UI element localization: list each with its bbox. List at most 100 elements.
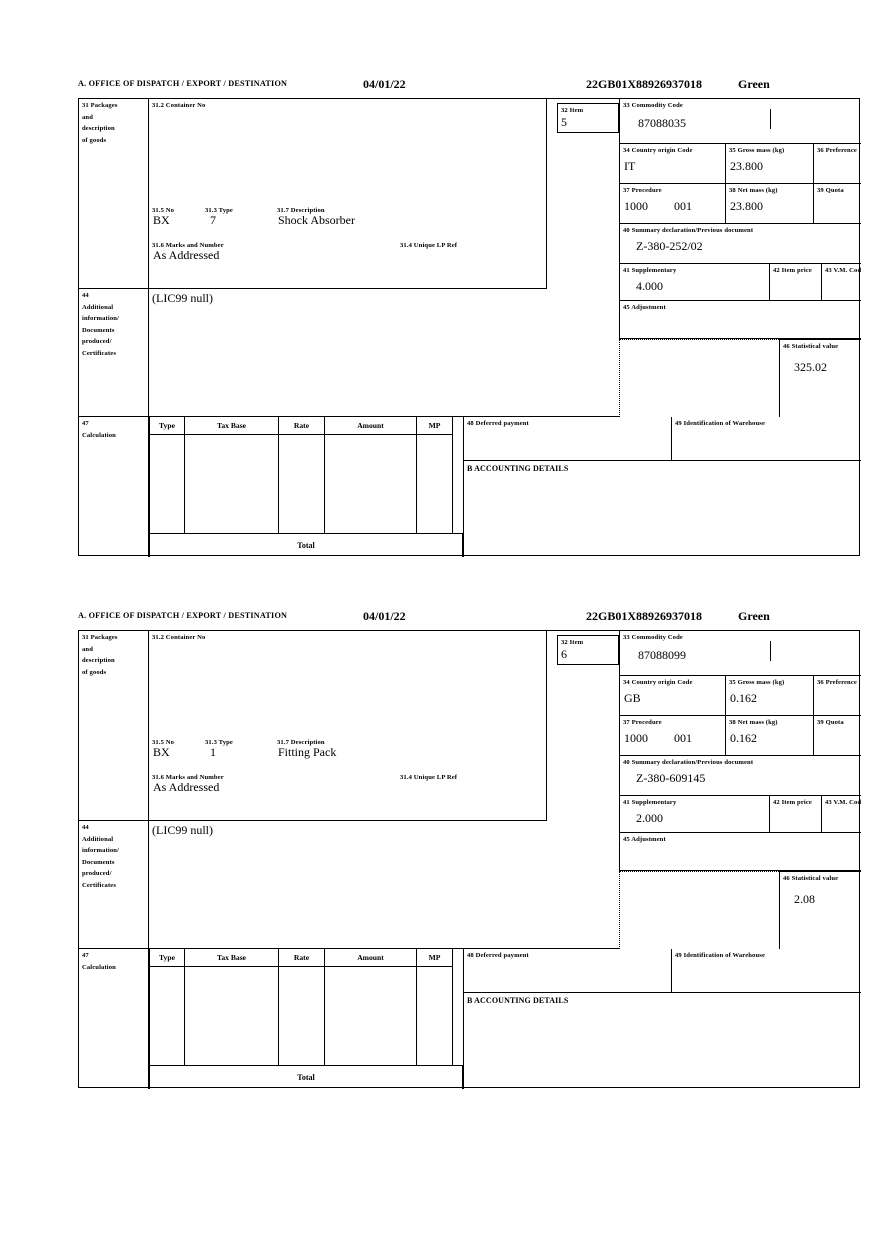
box-33-label: 33 Commodity Code [623, 634, 683, 641]
box-46-value[interactable]: 2.08 [794, 891, 815, 906]
box-44-label-l3: information/ [82, 315, 119, 323]
box-37-value[interactable]: 1000 001 [620, 728, 725, 746]
calc-cell-mp[interactable] [417, 967, 453, 1065]
box-47-label-l2: Calculation [82, 431, 116, 439]
box-34-country-origin-code: 34 Country origin Code GB [619, 676, 725, 716]
box-32-item: 32 Item 5 [557, 103, 619, 133]
calc-cell-rate[interactable] [279, 435, 325, 533]
office-of-dispatch-label: A. OFFICE OF DISPATCH / EXPORT / DESTINA… [78, 611, 288, 620]
box-31-label: 31 Packages and description of goods [79, 99, 149, 289]
box-44-label-l4: Documents [82, 858, 115, 866]
box-35-value[interactable]: 23.800 [730, 158, 763, 173]
box-37-procedure: 37 Procedure 1000 001 [619, 716, 725, 756]
box-48-label: 48 Deferred payment [467, 420, 529, 427]
box-43-vm-code: 43 V.M. Code [821, 796, 861, 833]
box-31-label-l4: of goods [82, 136, 107, 144]
box-34-value[interactable]: GB [624, 690, 641, 705]
box-42-item-price: 42 Item price [769, 796, 821, 833]
box-45-label: 45 Adjustment [623, 304, 666, 311]
calc-header-type: Type [149, 417, 185, 435]
box-32-item-value[interactable]: 6 [561, 646, 567, 661]
box-42-item-price: 42 Item price [769, 264, 821, 301]
box-35-value[interactable]: 0.162 [730, 690, 757, 705]
box-32-item: 32 Item 6 [557, 635, 619, 665]
box-31-7-description-value[interactable]: Shock Absorber [278, 213, 355, 227]
box-44-value[interactable]: (LIC99 null) [152, 291, 213, 305]
box-47-label-l1: 47 [82, 420, 89, 427]
box-31-5-no-value[interactable]: BX [153, 745, 170, 759]
box-31-goods-description: 31.2 Container No 31.5 No 31.3 Type 31.7… [149, 631, 547, 821]
box-31-3-type-label: 31.3 Type [205, 739, 233, 746]
box-31-7-description-label: 31.7 Description [277, 207, 325, 214]
declaration-form-item-5: A. OFFICE OF DISPATCH / EXPORT / DESTINA… [78, 77, 862, 557]
box-41-supplementary: 41 Supplementary 2.000 [619, 796, 769, 833]
box-39-quota: 39 Quota [813, 184, 861, 224]
box-34-country-origin-code: 34 Country origin Code IT [619, 144, 725, 184]
box-47-label: 47 Calculation [79, 417, 149, 557]
calc-header-rate: Rate [279, 949, 325, 967]
box-46-value[interactable]: 325.02 [794, 359, 827, 374]
box-36-preference: 36 Preference [813, 676, 861, 716]
calc-cell-rate[interactable] [279, 967, 325, 1065]
box-44-additional-information: (LIC99 null) [149, 821, 619, 949]
box-31-7-description-value[interactable]: Fitting Pack [278, 745, 337, 759]
box-45-adjustment: 45 Adjustment [619, 833, 861, 871]
box-31-6-marks-value[interactable]: As Addressed [153, 780, 220, 794]
box-31-6-marks-value[interactable]: As Addressed [153, 248, 220, 262]
box-34-value[interactable]: IT [624, 158, 636, 173]
calc-total-label: Total [149, 1065, 463, 1089]
calc-cell-type[interactable] [149, 435, 185, 533]
box-31-3-type-label: 31.3 Type [205, 207, 233, 214]
box-37-value-2: 001 [674, 198, 692, 213]
form-body: 31 Packages and description of goods 31.… [78, 630, 861, 1089]
box-b-accounting-details: B ACCOUNTING DETAILS [463, 993, 861, 1089]
office-of-dispatch-label: A. OFFICE OF DISPATCH / EXPORT / DESTINA… [78, 79, 288, 88]
box-40-value[interactable]: Z-380-609145 [636, 770, 706, 785]
box-31-label-l3: description [82, 657, 115, 665]
box-35-label: 35 Gross mass (kg) [729, 147, 785, 154]
box-45-label: 45 Adjustment [623, 836, 666, 843]
calc-cell-tax-base[interactable] [185, 435, 279, 533]
box-44-value[interactable]: (LIC99 null) [152, 823, 213, 837]
box-39-label: 39 Quota [817, 719, 844, 726]
calc-cell-amount[interactable] [325, 967, 417, 1065]
calc-header-mp: MP [417, 417, 453, 435]
box-31-3-type-value[interactable]: 7 [210, 213, 216, 227]
box-44-label-l3: information/ [82, 847, 119, 855]
calc-cell-type[interactable] [149, 967, 185, 1065]
box-31-3-type-value[interactable]: 1 [210, 745, 216, 759]
box-49-identification-of-warehouse: 49 Identification of Warehouse [671, 949, 861, 993]
box-38-value[interactable]: 0.162 [730, 730, 757, 745]
calc-cell-mp[interactable] [417, 435, 453, 533]
box-37-value[interactable]: 1000 001 [620, 196, 725, 214]
box-31-5-no-value[interactable]: BX [153, 213, 170, 227]
box-37-label: 37 Procedure [623, 187, 662, 194]
box-37-label: 37 Procedure [623, 719, 662, 726]
box-41-value[interactable]: 2.000 [636, 810, 663, 825]
calc-cell-amount[interactable] [325, 435, 417, 533]
box-44-label: 44 Additional information/ Documents pro… [79, 289, 149, 417]
box-49-identification-of-warehouse: 49 Identification of Warehouse [671, 417, 861, 461]
box-34-label: 34 Country origin Code [623, 147, 693, 154]
box-33-value[interactable]: 87088099 [638, 647, 686, 662]
box-31-6-marks-label: 31.6 Marks and Number [152, 774, 224, 781]
calc-cell-tax-base[interactable] [185, 967, 279, 1065]
box-31-5-no-label: 31.5 No [152, 207, 175, 214]
box-33-value[interactable]: 87088035 [638, 115, 686, 130]
box-44-label-l5: produced/ [82, 870, 112, 878]
calc-total-label: Total [149, 533, 463, 557]
movement-reference-number: 22GB01X88926937018 [586, 77, 703, 91]
box-32-item-value[interactable]: 5 [561, 114, 567, 129]
box-38-value[interactable]: 23.800 [730, 198, 763, 213]
routing-lane: Green [738, 609, 770, 623]
box-41-value[interactable]: 4.000 [636, 278, 663, 293]
box-31-label-l3: description [82, 125, 115, 133]
box-40-label: 40 Summary declaration/Previous document [623, 759, 754, 766]
box-40-value[interactable]: Z-380-252/02 [636, 238, 703, 253]
box-46-label: 46 Statistical value [783, 875, 839, 882]
box-33-commodity-code: 33 Commodity Code 87088035 [619, 99, 861, 144]
box-31-5-no-label: 31.5 No [152, 739, 175, 746]
box-44-label-l1: 44 [82, 824, 89, 831]
declaration-date: 04/01/22 [363, 609, 406, 623]
